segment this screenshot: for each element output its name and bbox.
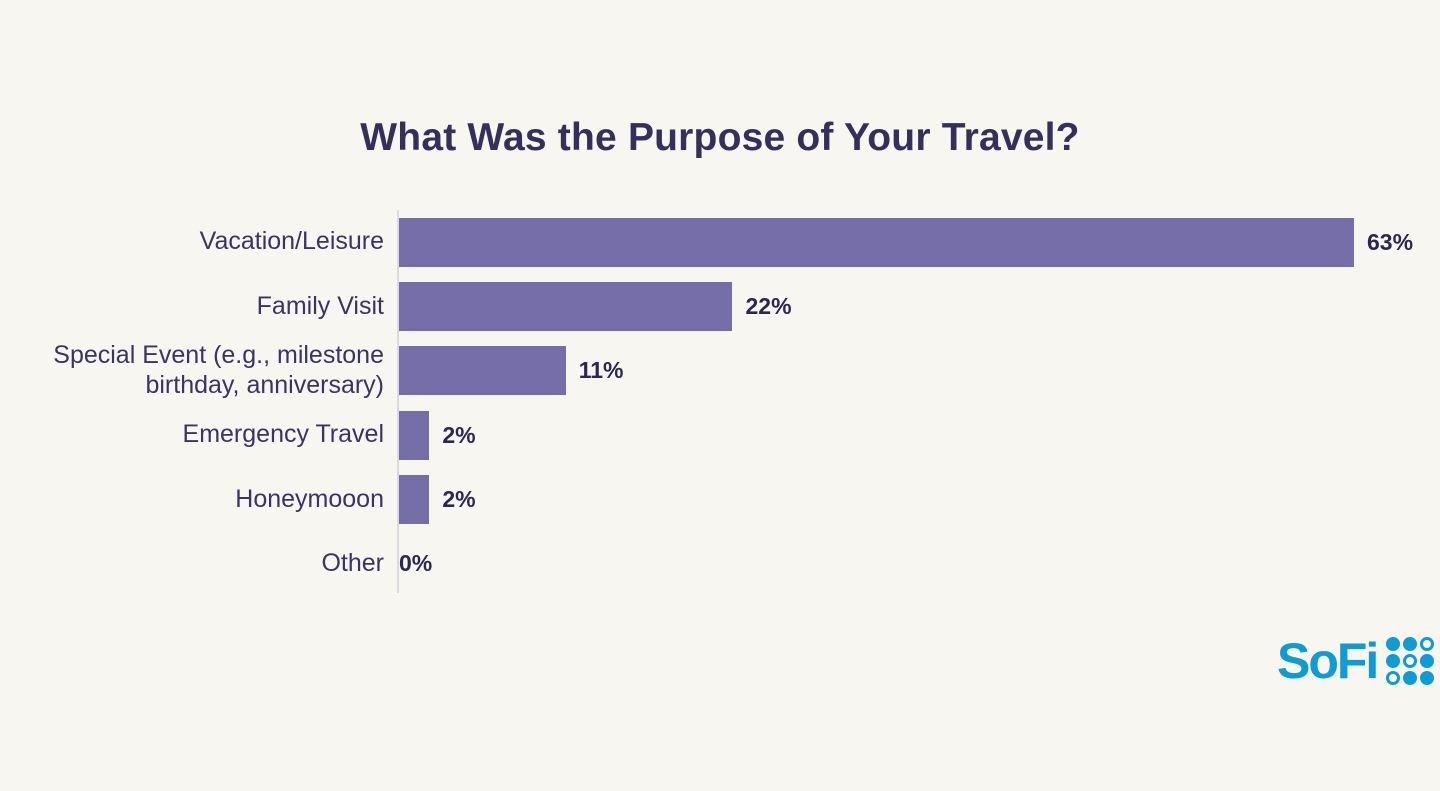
- category-label: Emergency Travel: [182, 420, 384, 449]
- bar-track: 22%: [384, 274, 1440, 338]
- logo-dot-filled: [1420, 671, 1435, 685]
- chart-row: Honeymooon 2%: [0, 467, 1440, 531]
- bar: [399, 474, 430, 524]
- logo-dot-outline: [1403, 654, 1418, 668]
- chart-row: Emergency Travel 2%: [0, 403, 1440, 467]
- bar-track: 2%: [384, 403, 1440, 467]
- category-label: Other: [321, 548, 384, 577]
- chart-row: Other 0%: [0, 531, 1440, 595]
- bar: [399, 410, 430, 460]
- category-label: Honeymooon: [235, 484, 384, 513]
- bar-track: 63%: [384, 210, 1440, 274]
- value-label: 22%: [745, 292, 792, 319]
- bar: [399, 217, 1354, 267]
- value-label: 11%: [578, 357, 624, 384]
- chart-row: Family Visit 22%: [0, 274, 1440, 338]
- bar-track: 0%: [384, 531, 1440, 595]
- category-label: Special Event (e.g., milestone birthday,…: [53, 341, 384, 399]
- value-label: 0%: [399, 550, 433, 577]
- bar-chart: Vacation/Leisure 63% Family Visit 22% Specia…: [0, 210, 1440, 596]
- sofi-logo: SoFi: [1277, 633, 1435, 689]
- logo-dot-outline: [1386, 671, 1401, 685]
- value-label: 2%: [442, 485, 476, 512]
- logo-dot-filled: [1403, 671, 1418, 685]
- logo-dot-outline: [1420, 637, 1435, 651]
- logo-dot-filled: [1386, 654, 1401, 668]
- bar: [399, 346, 566, 396]
- chart-row: Vacation/Leisure 63%: [0, 210, 1440, 274]
- sofi-logo-dots-icon: [1386, 637, 1435, 685]
- chart-title: What Was the Purpose of Your Travel?: [360, 116, 1080, 159]
- sofi-logo-text: SoFi: [1277, 633, 1379, 689]
- chart-rows: Vacation/Leisure 63% Family Visit 22% Specia…: [0, 210, 1440, 596]
- bar-track: 11%: [384, 339, 1440, 403]
- category-label: Family Visit: [256, 291, 384, 320]
- y-axis-line: [397, 210, 399, 593]
- logo-dot-filled: [1420, 654, 1435, 668]
- chart-row: Special Event (e.g., milestone birthday,…: [0, 339, 1440, 403]
- category-label: Vacation/Leisure: [199, 227, 384, 256]
- value-label: 2%: [442, 421, 476, 448]
- value-label: 63%: [1367, 228, 1414, 255]
- bar-track: 2%: [384, 467, 1440, 531]
- logo-dot-filled: [1403, 637, 1418, 651]
- logo-dot-filled: [1386, 637, 1401, 651]
- bar: [399, 281, 733, 331]
